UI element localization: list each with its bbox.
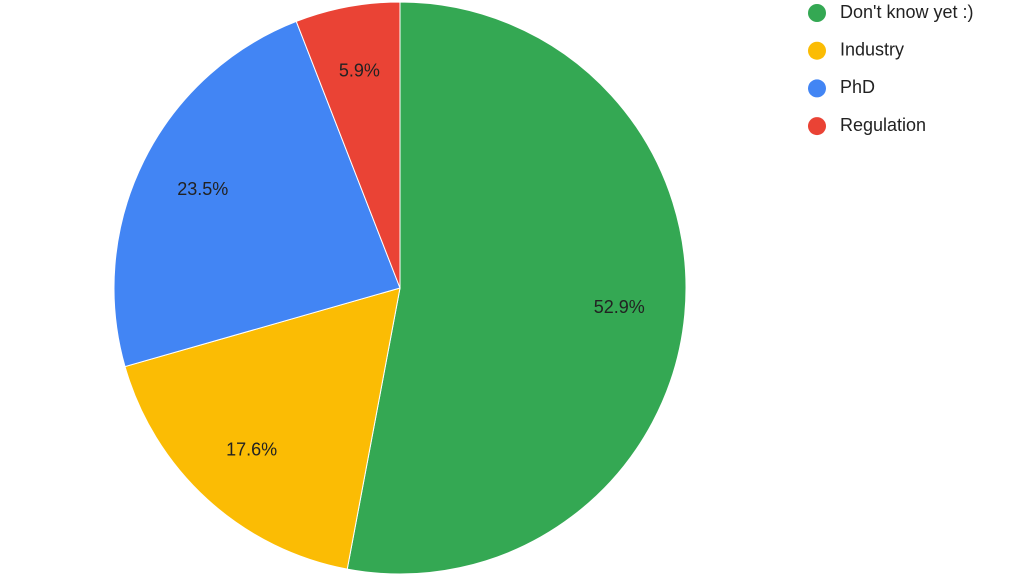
pie-slice: [113, 20, 401, 368]
pie-slice: [124, 287, 401, 570]
legend-label: Don't know yet :): [840, 2, 974, 22]
data-label: 52.9%: [594, 297, 645, 317]
legend-label: PhD: [840, 77, 875, 97]
legend-marker: [808, 117, 826, 136]
data-label: 17.6%: [226, 440, 277, 460]
legend-marker: [808, 4, 826, 22]
data-label: 5.9%: [339, 60, 380, 80]
data-label: 23.5%: [177, 179, 228, 199]
legend-marker: [808, 79, 826, 98]
legend-label: Regulation: [840, 115, 926, 135]
pie-slice: [346, 1, 687, 575]
pie-slice: [295, 1, 401, 289]
legend-label: Industry: [840, 39, 904, 59]
legend-marker: [808, 41, 826, 60]
